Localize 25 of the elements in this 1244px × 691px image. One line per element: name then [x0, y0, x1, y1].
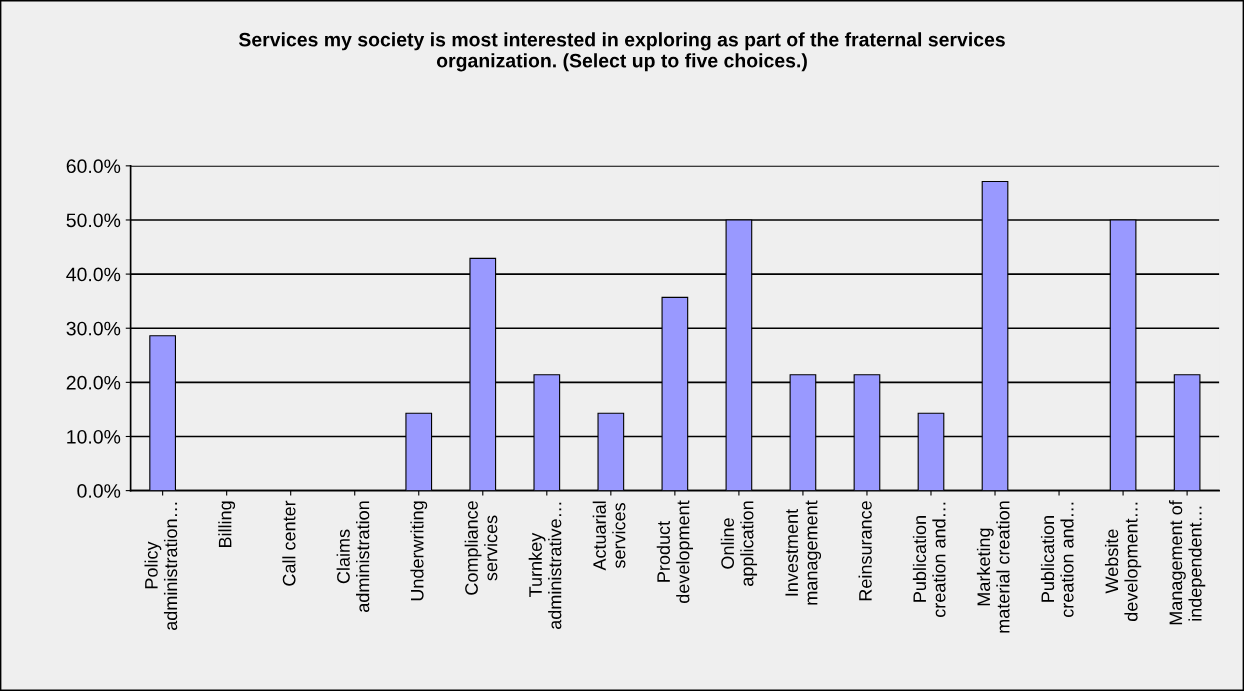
x-tick-label: Website development… [1104, 502, 1142, 622]
x-tick-label: Management of independent… [1168, 500, 1206, 625]
x-tick-label: Underwriting [410, 501, 428, 601]
y-tick-label: 60.0% [66, 159, 121, 174]
y-tick-label: 10.0% [67, 429, 121, 444]
x-tick-label: Product development [656, 500, 694, 603]
y-tick-label: 30.0% [66, 321, 121, 336]
x-tick-label: Policy administration… [144, 502, 178, 631]
x-tick-label: Compliance services [464, 501, 498, 595]
x-tick-label: Claims administration [336, 501, 370, 612]
x-tick-label: Billing [218, 501, 236, 548]
x-tick-label: Reinsurance [858, 501, 872, 601]
x-tick-label: Publication creation and… [1040, 502, 1074, 617]
x-tick-label: Call center [282, 500, 296, 586]
x-tick-label: Actuarial services [592, 501, 626, 571]
x-tick-label: Marketing material creation [976, 501, 1010, 633]
x-tick-label: Turnkey administrative… [528, 502, 562, 629]
chart-title: Services my society is most interested in exploring as part of the fraternal services organization. (Select up to five choices.) [238, 32, 1005, 72]
y-tick-label: 50.0% [66, 213, 121, 228]
x-tick-label: Investment management [785, 500, 822, 605]
y-tick-label: 0.0% [77, 484, 121, 498]
x-tick-label: Online application [720, 501, 758, 586]
y-tick-label: 20.0% [66, 375, 121, 390]
x-tick-label: Publication creation and… [912, 502, 946, 617]
y-tick-label: 40.0% [66, 267, 121, 282]
